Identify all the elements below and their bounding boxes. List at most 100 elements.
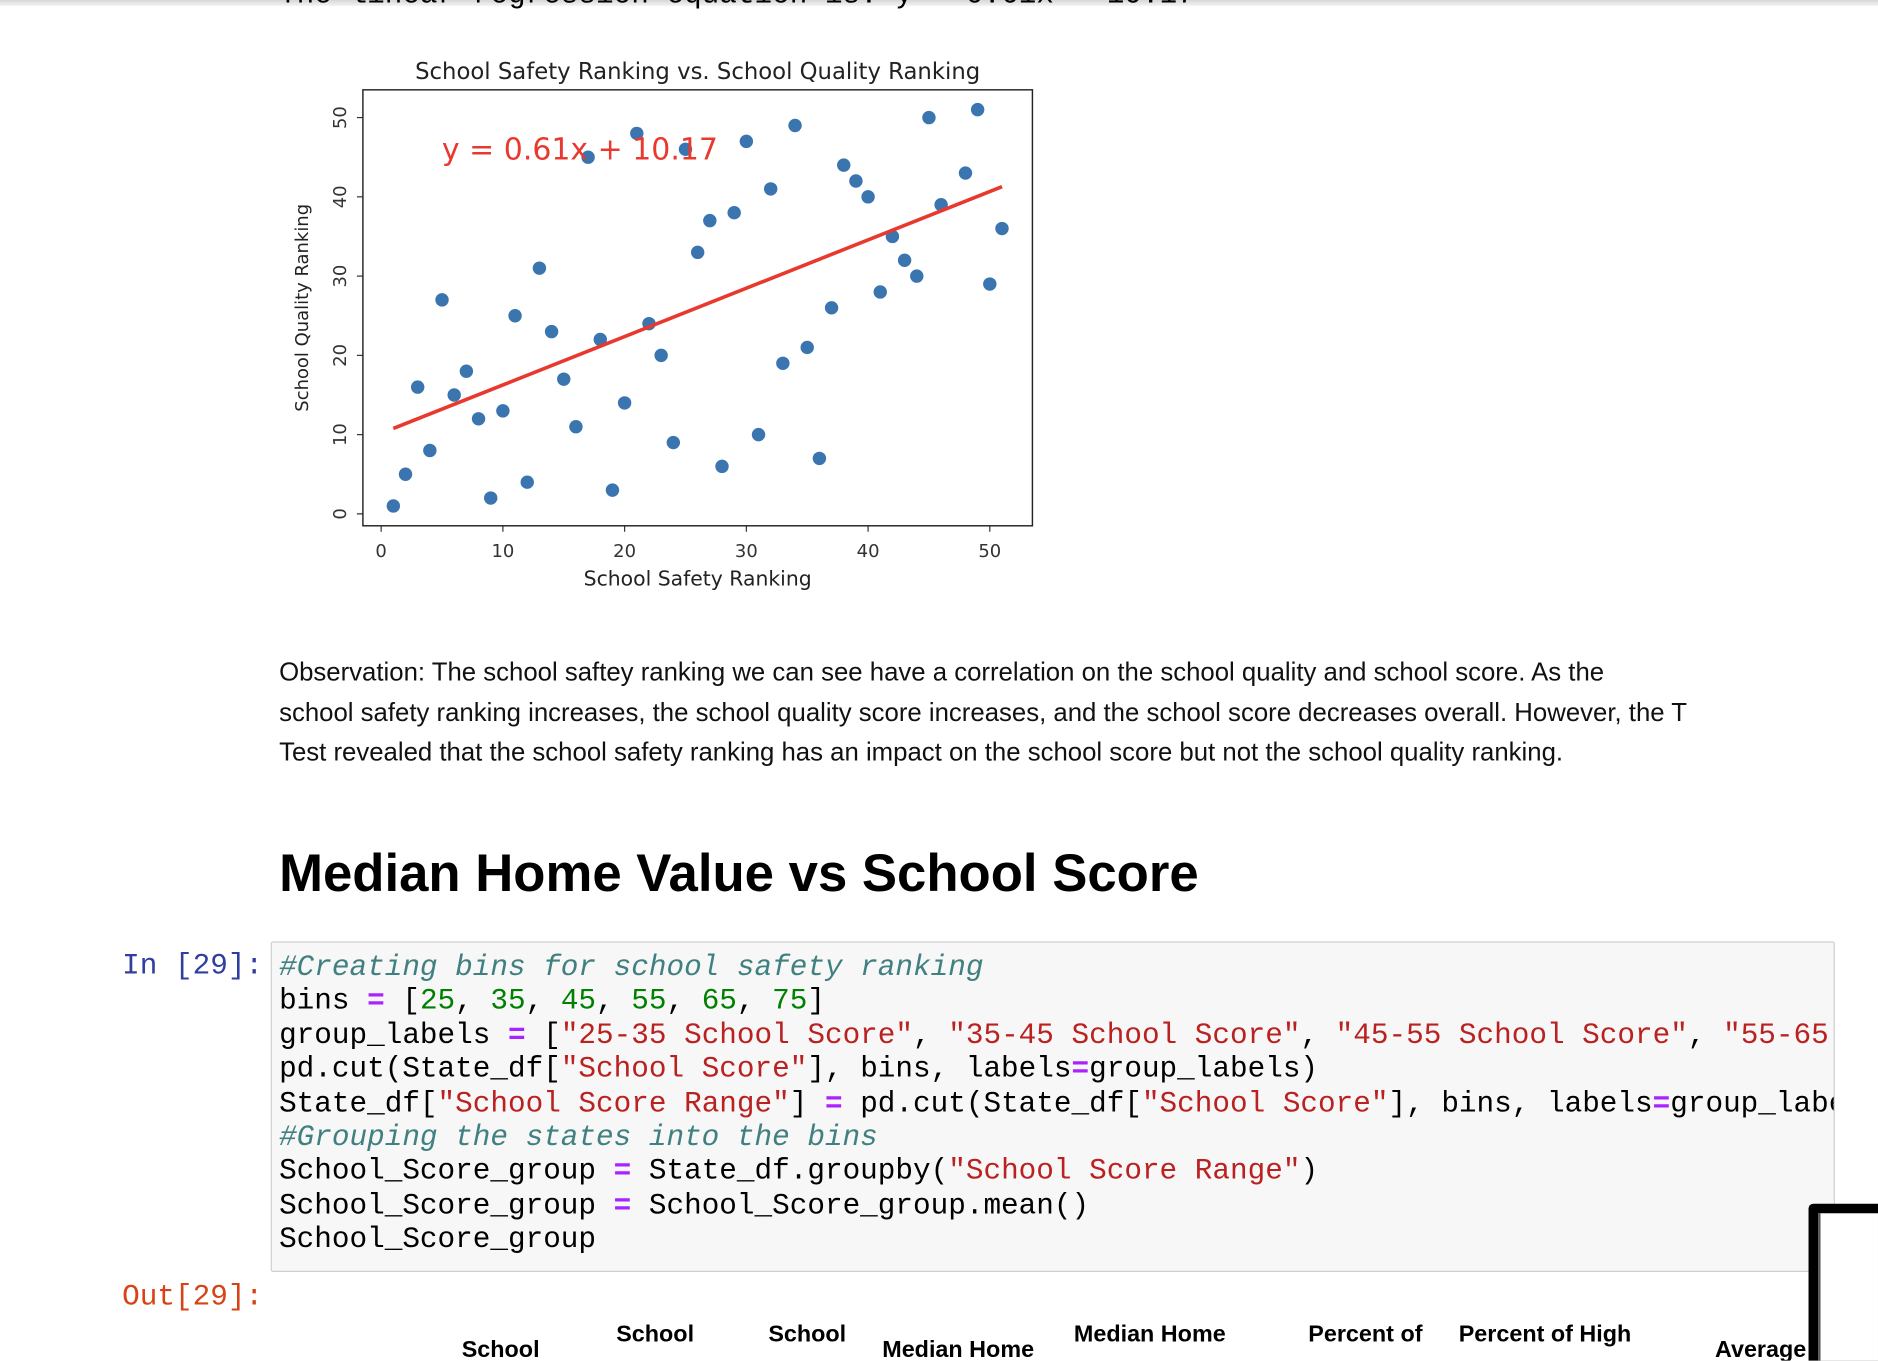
point [569, 420, 583, 434]
code-token: "55-65 Sch [1723, 1020, 1829, 1053]
x-tick-label: 20 [613, 541, 636, 562]
point [508, 309, 522, 323]
code-token: bins [279, 986, 368, 1019]
code-token: 55 [631, 986, 667, 1019]
point [788, 118, 802, 133]
code-token: "School Score" [1141, 1088, 1389, 1121]
table-header-cell: School [768, 1321, 847, 1348]
code-token: "35-45 School Score" [948, 1020, 1301, 1053]
point [520, 475, 534, 489]
point [544, 324, 559, 339]
code-cell[interactable]: #Creating bins for school safety ranking… [270, 941, 1835, 1272]
code-token: ], bins, labels [807, 1054, 1072, 1087]
point [423, 443, 437, 458]
point [593, 332, 607, 347]
point [435, 293, 449, 307]
code-token: "School Score" [560, 1054, 808, 1087]
section-heading: Median Home Value vs School Score [279, 844, 1199, 904]
code-token: = [367, 986, 385, 1019]
code-token: , [736, 986, 773, 1019]
thumbnail-inner [1818, 1213, 1878, 1361]
point [581, 150, 595, 164]
code-token: = [1652, 1088, 1671, 1121]
x-axis-label: School Safety Ranking [584, 567, 812, 591]
code-token: "School Score Range" [948, 1156, 1301, 1189]
point [617, 396, 632, 410]
point [739, 134, 754, 149]
code-line: School_Score_group [279, 1224, 1834, 1258]
code-token: group_labels [279, 1020, 508, 1053]
code-token: 65 [701, 986, 737, 1019]
point [690, 245, 705, 260]
x-tick-label: 30 [735, 541, 758, 562]
code-token: , [1687, 1020, 1724, 1053]
point [897, 253, 912, 267]
code-token: , [596, 986, 632, 1019]
code-token: School_Score_group [279, 1190, 614, 1223]
point [386, 499, 401, 513]
point [970, 102, 985, 117]
code-token: "25-35 School Score" [560, 1020, 914, 1053]
code-token: [ [384, 986, 420, 1019]
code-line: School_Score_group = School_Score_group.… [279, 1190, 1834, 1224]
x-tick-label: 0 [375, 541, 386, 562]
screenshot-thumbnail[interactable] [1808, 1203, 1878, 1361]
point [763, 182, 778, 196]
observation-line: Test revealed that the school safety ran… [279, 737, 1564, 767]
point [910, 269, 924, 283]
code-line: State_df["School Score Range"] = pd.cut(… [279, 1088, 1834, 1122]
table-header-cell: School [461, 1336, 540, 1361]
y-tick-label: 40 [330, 185, 351, 208]
point [398, 467, 413, 481]
code-token: = [824, 1088, 843, 1121]
code-token: #Grouping the states into the bins [279, 1122, 878, 1155]
point [678, 142, 693, 156]
table-header-cell: Average [1714, 1336, 1807, 1361]
table-header-cell: Percent of High [1458, 1321, 1632, 1348]
point [922, 110, 936, 125]
plot-frame [362, 89, 1034, 527]
observation-line: school safety ranking increases, the sch… [279, 697, 1688, 727]
code-token: 75 [772, 986, 808, 1019]
y-axis-label: School Quality Ranking [292, 204, 313, 412]
point [837, 158, 851, 172]
point [605, 483, 620, 497]
point [727, 205, 741, 220]
code-token: = [613, 1190, 632, 1223]
y-tick-label: 0 [330, 508, 351, 519]
code-token: , [455, 986, 491, 1019]
point [849, 174, 863, 188]
regression-line [392, 185, 1003, 431]
point [776, 356, 790, 371]
point [654, 348, 668, 363]
code-token: #Creating bins for school safety ranking [279, 952, 984, 985]
table-header-cell: School [616, 1321, 695, 1348]
point [459, 364, 474, 378]
y-tick-label: 50 [330, 106, 351, 129]
point [995, 221, 1009, 236]
table-header-cell: Median Home [882, 1336, 1035, 1361]
code-token: State_df[ [279, 1088, 438, 1121]
y-tick-label: 20 [330, 344, 351, 367]
code-token: School_Score_group.mean() [631, 1190, 1090, 1223]
code-token: , [1300, 1020, 1336, 1053]
point [715, 459, 729, 474]
x-tick-label: 10 [491, 541, 514, 562]
code-token: School_Score_group [279, 1224, 597, 1257]
code-token: "45-55 School Score" [1335, 1020, 1688, 1053]
code-token: ], bins, labels [1388, 1088, 1653, 1121]
code-token: School_Score_group [279, 1156, 614, 1189]
point [800, 340, 814, 355]
point [958, 166, 973, 180]
code: #Creating bins for school safety ranking… [279, 952, 1834, 1258]
table-header-cell: Percent of [1308, 1321, 1423, 1348]
code-line: pd.cut(State_df["School Score"], bins, l… [279, 1054, 1834, 1088]
point [630, 126, 644, 141]
table-header-cell: Median Home [1073, 1321, 1226, 1348]
point [496, 404, 510, 418]
x-tick-label: 50 [978, 541, 1001, 562]
point [824, 301, 839, 315]
code-line: group_labels = ["25-35 School Score", "3… [279, 1020, 1834, 1054]
